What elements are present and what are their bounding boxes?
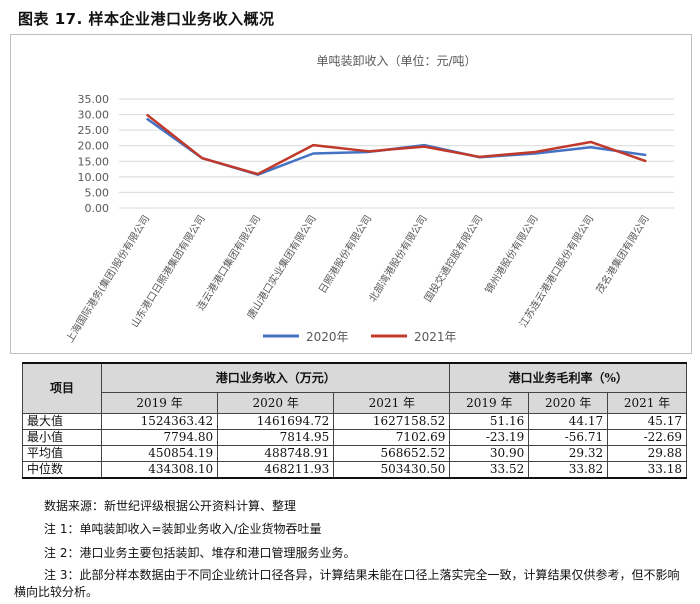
header-year: 2021 年 bbox=[607, 392, 687, 414]
header-margin: 港口业务毛利率（%） bbox=[449, 362, 687, 393]
y-tick-label: 15.00 bbox=[78, 155, 110, 168]
table-cell: 33.18 bbox=[607, 461, 687, 479]
table-cell: 503430.50 bbox=[333, 461, 451, 479]
header-year: 2019 年 bbox=[449, 392, 530, 414]
table-cell: 1524363.42 bbox=[100, 413, 219, 430]
table-cell: -22.69 bbox=[607, 429, 687, 446]
header-year: 2021 年 bbox=[333, 392, 451, 414]
table-row: 平均值 450854.19 488748.91 568652.52 30.90 … bbox=[22, 445, 687, 462]
x-tick-label: 连云港港口集团有限公司 bbox=[194, 213, 263, 313]
row-label: 最大值 bbox=[22, 413, 102, 430]
note-2: 注 2：港口业务主要包括装卸、堆存和港口管理服务业务。 bbox=[44, 546, 356, 560]
table-row: 中位数 434308.10 468211.93 503430.50 33.52 … bbox=[22, 461, 687, 479]
table-cell: 45.17 bbox=[607, 413, 687, 430]
table-cell: 1461694.72 bbox=[217, 413, 335, 430]
table-cell: 434308.10 bbox=[100, 461, 219, 479]
table-cell: 1627158.52 bbox=[333, 413, 451, 430]
legend-label: 2021年 bbox=[414, 330, 457, 344]
table-cell: 33.82 bbox=[528, 461, 609, 479]
table-row: 最小值 7794.80 7814.95 7102.69 -23.19 -56.7… bbox=[22, 429, 687, 446]
source-note: 数据来源：新世纪评级根据公开资料计算、整理 bbox=[44, 499, 297, 513]
table-cell: 30.90 bbox=[449, 445, 530, 462]
y-tick-label: 10.00 bbox=[78, 171, 110, 184]
chart-container: 单吨装卸收入（单位：元/吨） 0.00 5.00 10.00 15.00 20.00 25.… bbox=[10, 34, 692, 354]
table-cell: 29.32 bbox=[528, 445, 609, 462]
table-cell: 33.52 bbox=[449, 461, 530, 479]
table-cell: 7814.95 bbox=[217, 429, 335, 446]
table-cell: 29.88 bbox=[607, 445, 687, 462]
table-cell: 7794.80 bbox=[100, 429, 219, 446]
figure-title: 图表 17. 样本企业港口业务收入概况 bbox=[18, 10, 275, 28]
table-cell: 44.17 bbox=[528, 413, 609, 430]
header-year: 2020 年 bbox=[217, 392, 335, 414]
table-cell: -23.19 bbox=[449, 429, 530, 446]
table-cell: 450854.19 bbox=[100, 445, 219, 462]
y-tick-label: 35.00 bbox=[78, 93, 110, 106]
note-1: 注 1：单吨装卸收入=装卸业务收入/企业货物吞吐量 bbox=[44, 522, 322, 536]
header-year: 2020 年 bbox=[528, 392, 609, 414]
table-cell: 568652.52 bbox=[333, 445, 451, 462]
x-tick-label: 锦州港股份有限公司 bbox=[482, 213, 541, 296]
x-tick-label: 茂名港集团有限公司 bbox=[593, 213, 652, 296]
table-row: 最大值 1524363.42 1461694.72 1627158.52 51.… bbox=[22, 413, 687, 430]
x-tick-label: 日照港股份有限公司 bbox=[316, 213, 375, 296]
table-cell: 488748.91 bbox=[217, 445, 335, 462]
table-cell: 51.16 bbox=[449, 413, 530, 430]
row-label: 平均值 bbox=[22, 445, 102, 462]
y-tick-label: 20.00 bbox=[78, 140, 110, 153]
statistics-table: 项目 港口业务收入（万元） 港口业务毛利率（%） 2019 年 2020 年 2… bbox=[22, 362, 687, 479]
row-label: 中位数 bbox=[22, 461, 102, 479]
table-cell: 468211.93 bbox=[217, 461, 335, 479]
header-item: 项目 bbox=[22, 362, 102, 414]
y-tick-label: 0.00 bbox=[85, 202, 110, 215]
header-year: 2019 年 bbox=[100, 392, 219, 414]
table-cell: -56.71 bbox=[528, 429, 609, 446]
legend-label: 2020年 bbox=[306, 330, 349, 344]
table-cell: 7102.69 bbox=[333, 429, 451, 446]
x-tick-label: 国投交通控股有限公司 bbox=[421, 213, 485, 305]
note-3: 注 3：此部分样本数据由于不同企业统计口径各异，计算结果未能在口径上落实完全一致… bbox=[14, 568, 680, 599]
x-tick-label: 北部湾港股份有限公司 bbox=[366, 213, 430, 305]
y-tick-label: 30.00 bbox=[78, 109, 110, 122]
series-line bbox=[145, 113, 647, 176]
row-label: 最小值 bbox=[22, 429, 102, 446]
line-chart: 单吨装卸收入（单位：元/吨） 0.00 5.00 10.00 15.00 20.00 25.… bbox=[63, 53, 674, 345]
y-tick-label: 5.00 bbox=[85, 186, 110, 199]
header-revenue: 港口业务收入（万元） bbox=[100, 362, 451, 393]
y-tick-label: 25.00 bbox=[78, 124, 110, 137]
chart-title: 单吨装卸收入（单位：元/吨） bbox=[316, 53, 476, 68]
